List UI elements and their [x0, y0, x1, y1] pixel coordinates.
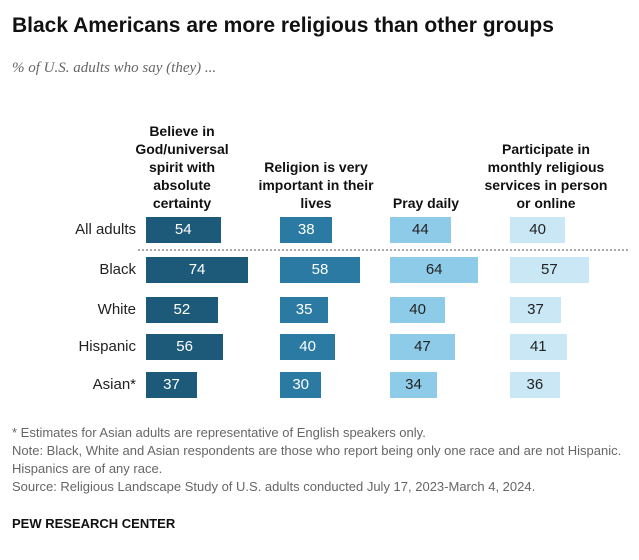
bar	[390, 297, 446, 323]
bar	[510, 372, 560, 398]
row-label: Asian*	[92, 376, 136, 393]
chart-subtitle: % of U.S. adults who say (they) ...	[12, 60, 217, 76]
note: Note: Black, White and Asian respondents…	[12, 443, 622, 476]
value-label: 47	[414, 338, 431, 355]
column-header: Believe in God/universal spirit with abs…	[135, 123, 229, 211]
value-label: 40	[529, 221, 546, 238]
value-label: 30	[292, 376, 310, 393]
value-label: 58	[311, 261, 329, 278]
bar	[390, 334, 455, 360]
row-label: White	[97, 301, 136, 318]
bar	[146, 372, 198, 398]
value-label: 34	[405, 376, 422, 393]
bar	[510, 257, 589, 283]
value-label: 40	[409, 301, 426, 318]
bar	[146, 257, 249, 283]
separator	[138, 249, 628, 251]
value-label: 44	[412, 221, 429, 238]
value-label: 37	[163, 376, 180, 393]
column-header: Participate in monthly religious service…	[484, 141, 608, 211]
value-label: 74	[188, 261, 206, 278]
value-label: 41	[529, 338, 547, 355]
value-label: 37	[527, 301, 544, 318]
bar	[280, 217, 333, 243]
column-header: Religion is very important in their live…	[258, 159, 374, 211]
bar	[280, 257, 361, 283]
note: * Estimates for Asian adults are represe…	[12, 425, 426, 440]
bar	[510, 334, 567, 360]
source-org: PEW RESEARCH CENTER	[12, 516, 176, 531]
bar	[390, 257, 479, 283]
bar	[280, 372, 322, 398]
bar	[146, 297, 218, 323]
value-label: 35	[295, 301, 313, 318]
value-label: 36	[526, 376, 544, 393]
column-header: Pray daily	[392, 195, 460, 211]
bar	[510, 297, 562, 323]
value-label: 64	[425, 261, 443, 278]
note: Source: Religious Landscape Study of U.S…	[12, 479, 536, 494]
bar	[390, 372, 437, 398]
bar	[146, 217, 221, 243]
row-label: Hispanic	[78, 338, 136, 355]
bar	[146, 334, 224, 360]
value-label: 38	[297, 221, 315, 238]
value-label: 57	[540, 261, 558, 278]
row-label: All adults	[75, 221, 136, 238]
value-label: 56	[176, 338, 193, 355]
bar	[390, 217, 451, 243]
bar	[510, 217, 566, 243]
value-label: 40	[299, 338, 316, 355]
value-label: 54	[174, 221, 192, 238]
chart-title: Black Americans are more religious than …	[12, 14, 554, 37]
bar	[280, 334, 336, 360]
bar	[280, 297, 329, 323]
row-label: Black	[99, 261, 136, 278]
value-label: 52	[173, 301, 191, 318]
